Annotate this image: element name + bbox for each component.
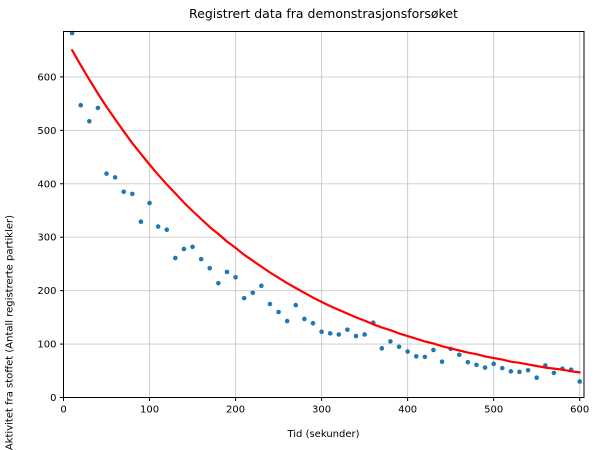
- scatter-point: [259, 283, 264, 289]
- scatter-point: [233, 274, 238, 280]
- x-tick-label: 500: [484, 405, 503, 416]
- scatter-point: [276, 309, 281, 315]
- scatter-point: [336, 332, 342, 337]
- x-tick-label: 100: [140, 405, 159, 416]
- scatter-point: [508, 369, 514, 374]
- scatter-point: [190, 244, 195, 250]
- scatter-point: [207, 265, 213, 271]
- scatter-point: [422, 354, 428, 360]
- chart-title: Registrert data fra demonstrasjonsforsøk…: [189, 6, 458, 21]
- scatter-point: [353, 333, 359, 339]
- scatter-point: [164, 227, 170, 233]
- scatter-point: [431, 347, 436, 353]
- x-axis-label: Tid (sekunder): [287, 429, 360, 440]
- x-tick-label: 400: [398, 405, 417, 416]
- scatter-point: [465, 359, 471, 365]
- scatter-point: [396, 344, 402, 350]
- scatter-point: [78, 102, 84, 108]
- scatter-point: [87, 118, 92, 124]
- scatter-point: [517, 369, 522, 375]
- scatter-point: [224, 269, 230, 275]
- scatter-point: [551, 370, 557, 376]
- scatter-point: [250, 290, 256, 296]
- x-tick-label: 600: [570, 405, 589, 416]
- y-tick-label: 100: [37, 340, 56, 351]
- y-tick-label: 300: [37, 233, 56, 244]
- scatter-point: [327, 331, 333, 336]
- plot-border: [63, 31, 585, 398]
- y-tick-label: 600: [37, 72, 56, 83]
- scatter-point: [138, 219, 144, 225]
- x-tick-label: 0: [60, 405, 66, 416]
- scatter-point: [241, 295, 247, 301]
- y-tick-label: 200: [37, 286, 56, 297]
- scatter-point: [198, 256, 204, 262]
- scatter-point: [95, 105, 101, 111]
- scatter-point: [310, 320, 316, 326]
- scatter-point: [173, 255, 178, 261]
- scatter-point: [525, 367, 531, 373]
- scatter-point: [216, 280, 221, 286]
- scatter-point: [482, 365, 488, 370]
- scatter-point: [319, 329, 324, 335]
- scatter-point: [130, 191, 135, 197]
- scatter-point: [104, 171, 109, 176]
- scatter-point: [181, 246, 187, 252]
- scatter-point: [302, 316, 307, 322]
- scatter-point: [456, 352, 462, 358]
- scatter-point: [362, 332, 367, 337]
- y-tick-label: 0: [50, 393, 56, 404]
- y-tick-label: 500: [37, 126, 56, 137]
- scatter-point: [112, 175, 118, 180]
- scatter-point: [491, 361, 496, 367]
- scatter-point: [405, 349, 410, 354]
- scatter-point: [293, 302, 299, 308]
- scatter-point: [474, 362, 479, 368]
- scatter-point: [388, 339, 393, 344]
- scatter-point: [267, 301, 273, 307]
- scatter-point: [345, 327, 350, 332]
- scatter-point: [577, 379, 582, 384]
- scatter-point: [155, 224, 161, 229]
- scatter-point: [121, 189, 127, 195]
- scatter-point: [379, 346, 385, 351]
- fit-curve: [70, 49, 581, 374]
- scatter-point: [439, 359, 445, 365]
- scatter-point: [413, 354, 419, 359]
- x-tick-label: 200: [226, 405, 245, 416]
- scatter-point: [499, 365, 505, 371]
- scatter-point: [534, 375, 539, 381]
- x-tick-label: 300: [312, 405, 331, 416]
- scatter-point: [147, 200, 152, 206]
- scatter-point: [284, 318, 290, 324]
- y-tick-label: 400: [37, 179, 56, 190]
- y-axis-label-text: Aktivitet fra stoffet (Antall registrert…: [4, 215, 15, 450]
